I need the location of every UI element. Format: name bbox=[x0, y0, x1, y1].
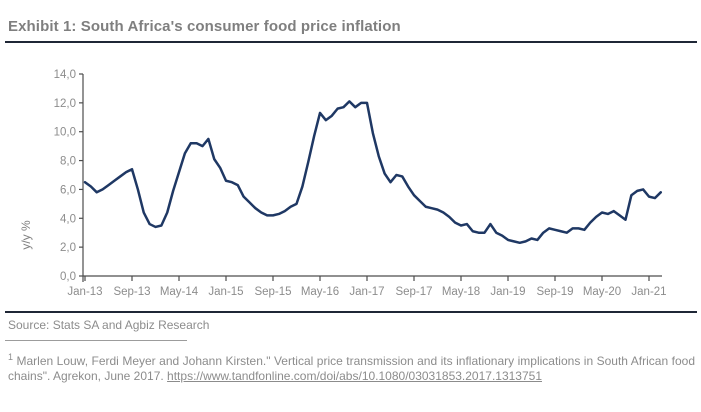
svg-text:May-16: May-16 bbox=[301, 286, 339, 298]
footnote-text: Marlen Louw, Ferdi Meyer and Johann Kirs… bbox=[8, 354, 695, 383]
footnote-link[interactable]: https://www.tandfonline.com/doi/abs/10.1… bbox=[167, 369, 542, 383]
svg-text:Jan-19: Jan-19 bbox=[490, 286, 525, 298]
y-axis-title: y/y % bbox=[19, 220, 33, 250]
svg-text:Jan-21: Jan-21 bbox=[631, 286, 666, 298]
svg-text:Sep-13: Sep-13 bbox=[113, 286, 150, 298]
chart-area: 0,0 2,0 4,0 6,0 8,0 10,0 12,0 14,0 Jan-13 Sep-13 M… bbox=[0, 60, 701, 310]
svg-text:2,0: 2,0 bbox=[60, 242, 76, 254]
food-inflation-line-chart: 0,0 2,0 4,0 6,0 8,0 10,0 12,0 14,0 Jan-13 Sep-13 M… bbox=[54, 69, 667, 298]
footnote-marker: 1 bbox=[8, 352, 14, 362]
footnote: 1 Marlen Louw, Ferdi Meyer and Johann Ki… bbox=[8, 350, 695, 384]
svg-text:May-20: May-20 bbox=[583, 286, 621, 298]
svg-text:12,0: 12,0 bbox=[54, 98, 76, 110]
exhibit-header: Exhibit 1: South Africa's consumer food … bbox=[5, 18, 697, 43]
exhibit-title: Exhibit 1: South Africa's consumer food … bbox=[8, 18, 401, 35]
svg-text:0,0: 0,0 bbox=[60, 271, 76, 283]
svg-text:Sep-17: Sep-17 bbox=[395, 286, 432, 298]
svg-text:8,0: 8,0 bbox=[60, 156, 76, 168]
svg-text:May-14: May-14 bbox=[160, 286, 199, 298]
svg-text:14,0: 14,0 bbox=[54, 69, 76, 81]
svg-text:Jan-13: Jan-13 bbox=[67, 286, 102, 298]
svg-text:10,0: 10,0 bbox=[54, 127, 76, 139]
svg-text:4,0: 4,0 bbox=[60, 213, 76, 225]
svg-text:Sep-15: Sep-15 bbox=[254, 286, 291, 298]
svg-text:Jan-17: Jan-17 bbox=[349, 286, 384, 298]
svg-text:Jan-15: Jan-15 bbox=[208, 286, 243, 298]
footnote-separator bbox=[5, 340, 187, 341]
chart-bottom-rule bbox=[5, 311, 697, 313]
title-rule bbox=[5, 41, 697, 43]
svg-text:6,0: 6,0 bbox=[60, 184, 76, 196]
source-text: Source: Stats SA and Agbiz Research bbox=[8, 318, 210, 332]
svg-text:Sep-19: Sep-19 bbox=[536, 286, 573, 298]
svg-text:May-18: May-18 bbox=[442, 286, 480, 298]
